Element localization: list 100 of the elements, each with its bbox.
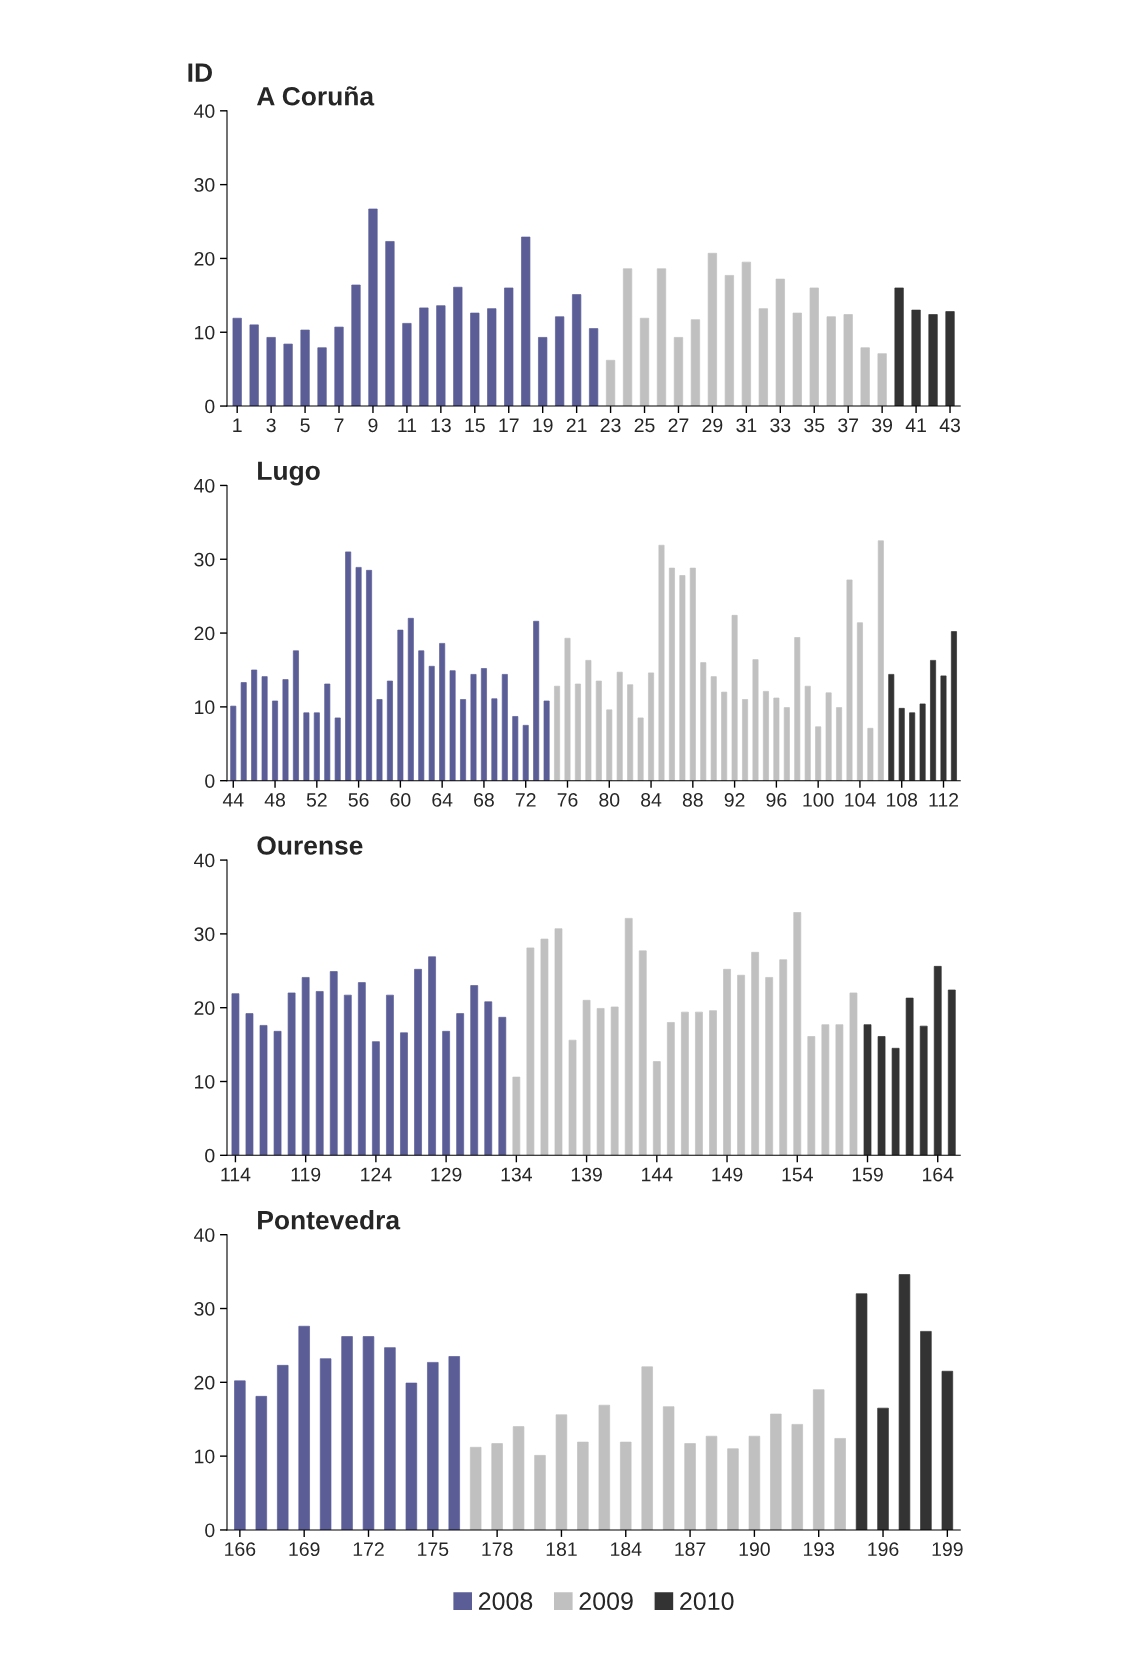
y-tick-label: 30 [194,1301,215,1316]
bar [652,1061,661,1156]
bar [456,1013,465,1156]
bar [622,268,633,407]
bar [427,1362,439,1530]
x-tick-label: 199 [932,1542,963,1557]
bar [705,1435,718,1530]
bar [877,1407,889,1530]
bar [673,337,684,407]
chart-title: Lugo [258,461,320,486]
bar [624,918,633,1156]
bar [667,1022,675,1156]
bar [470,674,477,781]
bar [385,241,395,407]
bar [300,329,310,407]
bar [610,1006,619,1156]
legend-label: 2008 [478,1592,533,1611]
bar [577,1441,589,1530]
bar [448,1356,460,1530]
y-tick-label: 10 [195,325,215,340]
bar [407,617,414,781]
y-tick-label: 0 [205,1523,215,1538]
bar [860,347,870,407]
bar [334,717,341,781]
bar [947,989,956,1156]
bar [707,252,718,407]
bar [400,1032,408,1156]
x-tick-label: 64 [432,793,453,807]
bar [849,992,858,1156]
bar [470,312,480,407]
bar [343,994,352,1156]
bar [362,1336,375,1530]
bar [231,993,240,1156]
bar [737,974,745,1156]
bar [249,324,259,407]
x-tick-label: 5 [300,418,310,433]
bar [345,551,352,781]
bar [919,703,926,781]
bar [779,959,788,1156]
bar [809,287,819,407]
bar [792,312,802,407]
x-tick-label: 96 [766,793,787,807]
bar [568,1039,577,1156]
bar [748,1435,761,1530]
x-tick-label: 159 [852,1167,883,1182]
bar [419,307,429,407]
x-tick-label: 1 [233,418,242,432]
x-tick-label: 35 [804,418,825,433]
bar [439,643,446,781]
x-tick-label: 27 [668,418,689,432]
bar [794,637,801,781]
bar [341,1336,353,1530]
bar [793,912,802,1156]
x-tick-label: 21 [566,418,587,432]
bar [436,305,446,407]
bar [616,671,623,781]
bar [277,1365,289,1530]
x-tick-label: 112 [929,793,959,807]
bar [491,698,498,781]
chart-title: A Coruña [256,86,375,106]
bar [261,676,268,781]
bar [414,968,422,1156]
bar [639,317,650,407]
bar [355,567,362,781]
bar [898,1274,911,1530]
bar [641,1366,653,1530]
bar [522,724,529,781]
bar [843,314,853,407]
bar [386,994,394,1156]
chart-title: Pontevedra [258,1210,401,1230]
y-tick-label: 10 [195,1074,215,1089]
x-tick-label: 76 [557,793,578,807]
bar [815,726,822,781]
bar [804,685,811,781]
bar [813,1389,825,1530]
bar [933,966,942,1156]
x-tick-label: 29 [702,418,723,433]
bar [402,323,412,407]
bar [526,947,535,1156]
x-tick-label: 80 [599,793,620,807]
bar [533,620,540,781]
bar [783,707,790,781]
y-tick-label: 40 [194,478,215,493]
x-tick-label: 124 [361,1167,392,1182]
y-tick-label: 30 [194,178,215,192]
y-tick-label: 40 [194,104,215,119]
bar [596,1008,605,1156]
bar [930,660,937,781]
bar [867,727,874,781]
bar [695,1011,703,1156]
bar [501,674,508,781]
y-tick-label: 20 [194,626,215,641]
bar [911,309,921,407]
x-tick-label: 44 [222,793,244,807]
bar [877,540,884,781]
x-tick-label: 56 [348,793,369,807]
x-tick-label: 104 [845,793,876,807]
bar [491,1443,503,1530]
bar [376,699,383,781]
x-tick-label: 100 [803,793,834,807]
